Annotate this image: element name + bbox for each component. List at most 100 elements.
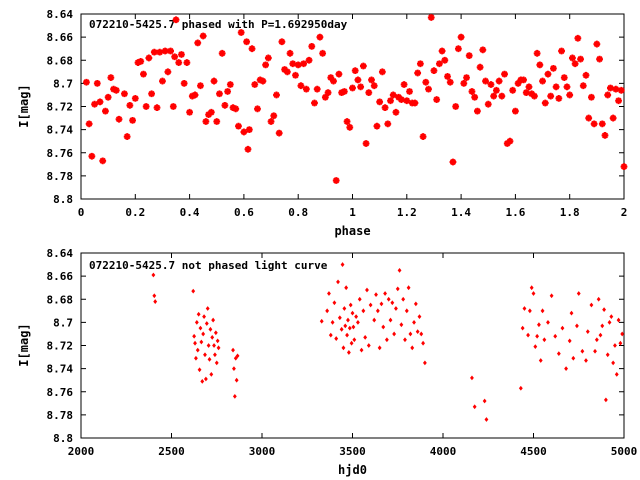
data-point [153,104,161,112]
data-point [498,92,506,100]
x-tick-label: 2 [621,206,628,219]
data-point [582,71,590,79]
data-point [368,76,375,84]
data-point [175,59,183,66]
data-point [205,111,213,118]
data-point [567,338,572,344]
data-point [556,351,561,356]
data-point [457,33,465,41]
data-point [292,71,299,79]
data-point [341,345,346,351]
data-point [506,137,514,145]
data-point [596,55,603,63]
data-point [183,59,191,66]
data-point [388,317,393,323]
data-point [569,310,574,316]
data-point [197,367,202,373]
data-point [449,158,457,166]
data-point [379,301,384,307]
data-point [518,385,523,391]
x-axis-label: phase [334,224,370,238]
data-point [308,42,316,50]
data-point [585,114,593,122]
data-point [394,306,398,311]
data-point [232,105,240,113]
x-tick-label: 0.8 [288,206,308,219]
chart-panel-1: 0 0.2 0.4 0.6 0.8 1 1.2 1.4 1.6 1.8 2 8.64 8.66 8.68 8… [17,8,628,238]
data-point [131,95,139,102]
x-tick-label: 5000 [611,445,638,458]
data-point [600,323,605,329]
data-point [413,301,418,307]
data-point [538,358,543,363]
data-point [278,38,286,46]
data-point [286,49,294,57]
y-tick-label: 8.72 [47,101,74,114]
data-point [129,116,136,124]
data-point [343,118,351,125]
chart-title: 072210-5425.7 phased with P=1.692950day [89,18,348,31]
data-point [214,360,219,366]
data-point [401,296,406,302]
data-point [335,70,343,78]
data-point [240,128,248,136]
data-point [207,108,215,116]
data-point [468,88,476,95]
data-point [336,279,340,285]
data-point [283,68,291,76]
data-point [365,287,369,293]
data-point [164,68,172,76]
data-point [347,325,352,331]
data-point [213,118,221,125]
data-point [375,308,380,314]
data-point [435,60,443,68]
data-point [620,163,628,171]
data-point [560,325,565,331]
data-point [406,285,411,291]
data-point [374,292,378,298]
data-point [580,348,585,354]
data-point [337,315,342,321]
data-point [85,120,93,128]
data-point [527,308,532,314]
data-point [392,331,397,337]
data-point [344,285,349,291]
data-point [465,52,473,60]
data-point [501,70,508,78]
data-point [115,115,123,123]
data-point [378,68,386,76]
data-point [544,70,552,78]
data-point [417,314,422,319]
data-point [522,306,527,311]
data-point [156,48,164,56]
data-point [198,325,203,331]
data-point [140,70,147,78]
data-point [430,67,438,75]
data-point [614,372,619,377]
data-point [193,340,197,346]
data-point [226,81,234,88]
data-point [376,98,384,106]
data-point [406,88,413,95]
data-point [484,100,492,108]
data-point [383,291,387,296]
data-point [372,317,377,323]
y-tick-label: 8.74 [47,124,74,137]
data-point [338,89,346,97]
data-point [471,93,479,101]
data-point [484,417,489,422]
data-point [300,60,308,68]
data-point [270,112,278,120]
data-point [327,291,331,296]
data-point [150,48,158,56]
data-point [191,91,199,99]
y-tick-label: 8.68 [47,54,74,67]
y-tick-label: 8.68 [47,293,74,306]
data-series [83,14,628,184]
data-point [419,331,424,337]
data-point [151,272,156,278]
data-point [476,63,484,71]
data-point [598,120,606,128]
data-point [208,326,213,332]
